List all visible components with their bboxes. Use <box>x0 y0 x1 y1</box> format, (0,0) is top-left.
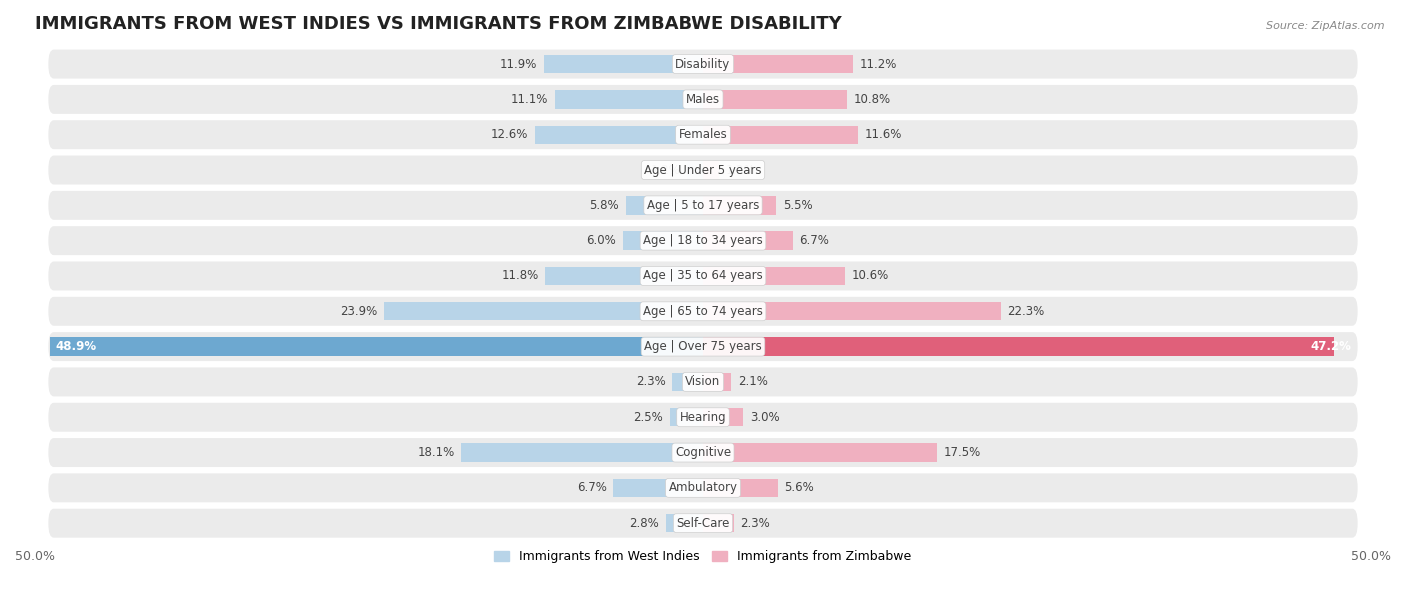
Bar <box>534 125 703 144</box>
Text: 2.5%: 2.5% <box>633 411 662 424</box>
Text: Age | 18 to 34 years: Age | 18 to 34 years <box>643 234 763 247</box>
Bar <box>665 514 703 532</box>
Text: Females: Females <box>679 128 727 141</box>
Bar <box>703 90 848 108</box>
Text: 5.5%: 5.5% <box>783 199 813 212</box>
Bar <box>703 161 718 179</box>
Text: 11.8%: 11.8% <box>502 269 538 283</box>
Text: 1.2%: 1.2% <box>725 163 755 176</box>
Text: 11.2%: 11.2% <box>859 58 897 70</box>
Bar <box>672 373 703 391</box>
Text: Age | 65 to 74 years: Age | 65 to 74 years <box>643 305 763 318</box>
Text: 18.1%: 18.1% <box>418 446 454 459</box>
Text: 2.1%: 2.1% <box>738 375 768 389</box>
Text: 2.3%: 2.3% <box>636 375 665 389</box>
Text: 11.1%: 11.1% <box>510 93 548 106</box>
Bar <box>703 267 845 285</box>
Bar <box>461 443 703 461</box>
Text: 47.2%: 47.2% <box>1310 340 1351 353</box>
Bar <box>669 408 703 427</box>
Text: 22.3%: 22.3% <box>1008 305 1045 318</box>
FancyBboxPatch shape <box>48 403 1358 431</box>
FancyBboxPatch shape <box>48 367 1358 397</box>
Bar <box>703 514 734 532</box>
Bar <box>703 125 858 144</box>
FancyBboxPatch shape <box>48 50 1358 78</box>
Text: Age | Over 75 years: Age | Over 75 years <box>644 340 762 353</box>
Text: Cognitive: Cognitive <box>675 446 731 459</box>
Text: Vision: Vision <box>685 375 721 389</box>
Text: 17.5%: 17.5% <box>943 446 981 459</box>
Bar <box>613 479 703 497</box>
Text: Ambulatory: Ambulatory <box>668 482 738 494</box>
Text: 48.9%: 48.9% <box>55 340 96 353</box>
FancyBboxPatch shape <box>48 261 1358 291</box>
Bar <box>703 443 936 461</box>
Text: 5.8%: 5.8% <box>589 199 619 212</box>
Bar <box>703 231 793 250</box>
FancyBboxPatch shape <box>48 120 1358 149</box>
FancyBboxPatch shape <box>48 509 1358 538</box>
Text: Age | 35 to 64 years: Age | 35 to 64 years <box>643 269 763 283</box>
Text: 2.8%: 2.8% <box>628 517 659 530</box>
Text: 11.9%: 11.9% <box>501 58 537 70</box>
Text: 11.6%: 11.6% <box>865 128 903 141</box>
Text: 6.0%: 6.0% <box>586 234 616 247</box>
Text: Disability: Disability <box>675 58 731 70</box>
Bar <box>623 231 703 250</box>
Text: 1.2%: 1.2% <box>651 163 681 176</box>
FancyBboxPatch shape <box>48 226 1358 255</box>
Text: Age | Under 5 years: Age | Under 5 years <box>644 163 762 176</box>
Bar <box>384 302 703 321</box>
Bar <box>626 196 703 215</box>
Text: 23.9%: 23.9% <box>340 305 377 318</box>
Text: 6.7%: 6.7% <box>576 482 607 494</box>
FancyBboxPatch shape <box>48 332 1358 361</box>
Text: 5.6%: 5.6% <box>785 482 814 494</box>
Legend: Immigrants from West Indies, Immigrants from Zimbabwe: Immigrants from West Indies, Immigrants … <box>489 545 917 568</box>
Bar <box>703 479 778 497</box>
FancyBboxPatch shape <box>48 191 1358 220</box>
Text: Self-Care: Self-Care <box>676 517 730 530</box>
Text: Age | 5 to 17 years: Age | 5 to 17 years <box>647 199 759 212</box>
FancyBboxPatch shape <box>48 85 1358 114</box>
Bar <box>49 337 703 356</box>
Text: 2.3%: 2.3% <box>741 517 770 530</box>
Bar <box>703 55 852 73</box>
Bar <box>555 90 703 108</box>
Text: 12.6%: 12.6% <box>491 128 529 141</box>
Text: Males: Males <box>686 93 720 106</box>
FancyBboxPatch shape <box>48 155 1358 184</box>
Text: 6.7%: 6.7% <box>799 234 830 247</box>
Text: 10.8%: 10.8% <box>853 93 891 106</box>
Bar <box>703 302 1001 321</box>
Bar <box>546 267 703 285</box>
Text: Source: ZipAtlas.com: Source: ZipAtlas.com <box>1267 21 1385 31</box>
Text: Hearing: Hearing <box>679 411 727 424</box>
Text: IMMIGRANTS FROM WEST INDIES VS IMMIGRANTS FROM ZIMBABWE DISABILITY: IMMIGRANTS FROM WEST INDIES VS IMMIGRANT… <box>35 15 842 33</box>
Text: 3.0%: 3.0% <box>749 411 779 424</box>
Bar <box>688 161 703 179</box>
Bar <box>544 55 703 73</box>
Text: 10.6%: 10.6% <box>851 269 889 283</box>
Bar <box>703 373 731 391</box>
Bar <box>703 408 744 427</box>
FancyBboxPatch shape <box>48 297 1358 326</box>
Bar <box>703 196 776 215</box>
FancyBboxPatch shape <box>48 438 1358 467</box>
FancyBboxPatch shape <box>48 474 1358 502</box>
Bar <box>703 337 1334 356</box>
